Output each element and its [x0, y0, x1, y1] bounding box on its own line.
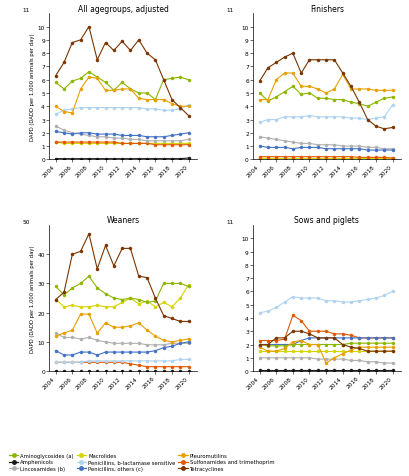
Y-axis label: DAPD (DADD per 1,000 animals per day): DAPD (DADD per 1,000 animals per day) [29, 245, 35, 352]
Y-axis label: DAPD (DADD per 1,000 animals per day): DAPD (DADD per 1,000 animals per day) [30, 33, 35, 141]
Legend: Aminoglycosides (a), Amphenicols, Lincosamides (b), Macrolides, Penicillins, b-l: Aminoglycosides (a), Amphenicols, Lincos… [7, 450, 276, 473]
Text: 11: 11 [227, 8, 234, 13]
Title: Sows and piglets: Sows and piglets [294, 216, 360, 225]
Title: Finishers: Finishers [310, 5, 344, 13]
Text: 11: 11 [22, 8, 30, 13]
Title: All agegroups, adjusted: All agegroups, adjusted [78, 5, 169, 13]
Text: 11: 11 [227, 219, 234, 224]
Title: Weaners: Weaners [106, 216, 139, 225]
Text: 50: 50 [22, 219, 30, 224]
